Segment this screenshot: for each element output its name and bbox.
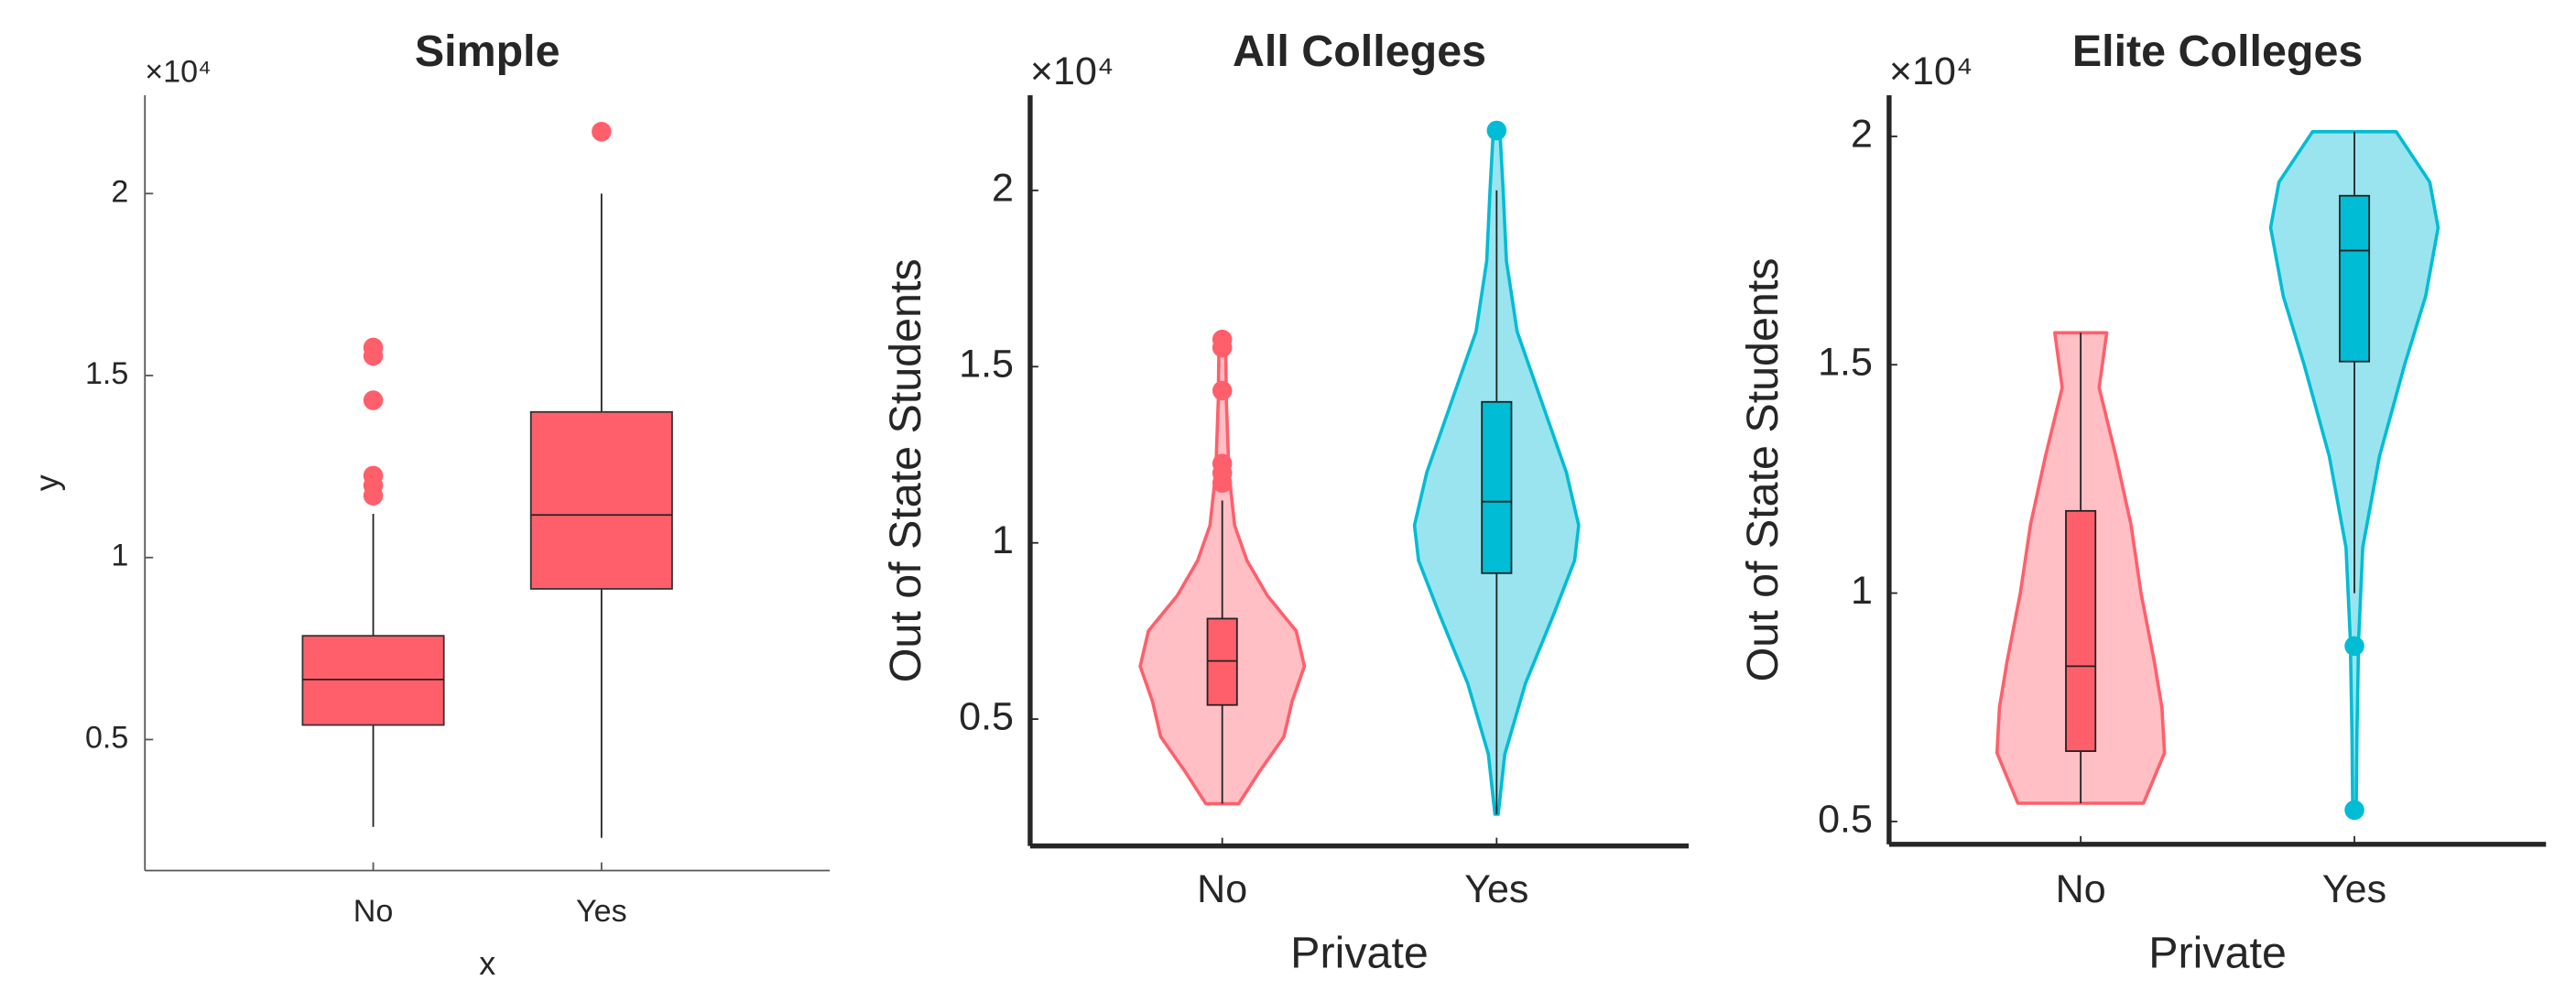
y-exponent: ×10⁴ [1889,49,1973,93]
x-axis-label: Private [1290,929,1429,978]
panel-title: Simple [415,27,560,76]
panel-title: All Colleges [1233,27,1486,76]
panel: Simple x y ×10⁴ 0.5 1 1.5 2 No Yes [29,27,831,982]
y-tick-label: 1.5 [1818,341,1873,385]
x-axis-label: Private [2148,929,2287,978]
panel: All Colleges Private Out of State Students… [881,27,1690,978]
y-tick-label: 1 [111,539,128,573]
x-tick-label: No [353,894,394,929]
y-tick-label: 1.5 [85,356,128,391]
x-tick-label: Yes [2322,867,2386,911]
y-exponent: ×10⁴ [145,55,211,90]
box [529,410,673,590]
box [2339,194,2371,363]
y-exponent: ×10⁴ [1030,49,1114,93]
x-tick-label: No [1197,867,1247,911]
outlier [1212,380,1233,401]
outlier [592,122,612,142]
x-tick-label: Yes [1464,867,1528,911]
outlier [1486,120,1507,141]
y-tick-label: 2 [992,166,1014,210]
y-tick-label: 2 [111,174,128,209]
x-tick-label: No [2056,867,2106,911]
outlier [2344,636,2364,657]
y-tick-label: 0.5 [85,720,128,755]
outlier [363,337,384,358]
x-tick-label: Yes [576,894,627,929]
y-tick-label: 0.5 [959,694,1014,738]
y-tick-label: 1 [992,518,1014,562]
y-axis-label: Out of State Students [881,258,930,682]
panel-title: Elite Colleges [2072,27,2363,76]
y-tick-label: 2 [1851,112,1873,156]
y-tick-label: 1 [1851,569,1873,613]
y-axis-label: Out of State Students [1738,258,1788,682]
y-tick-label: 1.5 [959,343,1014,387]
box [2065,509,2097,752]
y-axis-label: y [29,474,66,491]
outlier [363,390,384,410]
outlier [2344,800,2364,821]
x-axis-label: x [479,945,495,982]
outlier [1212,329,1233,350]
box [1481,400,1513,574]
outlier [1212,453,1233,474]
panel: Elite Colleges Private Out of State Studen… [1738,27,2547,978]
outlier [363,465,384,486]
y-tick-label: 0.5 [1818,797,1873,841]
box [1206,617,1238,706]
box [301,635,445,726]
